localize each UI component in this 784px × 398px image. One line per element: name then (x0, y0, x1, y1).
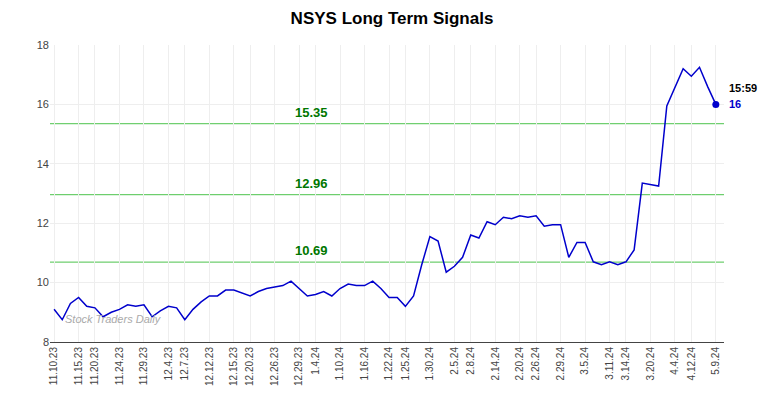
svg-text:2.14.24: 2.14.24 (490, 347, 501, 381)
svg-text:12.20.23: 12.20.23 (244, 347, 255, 386)
svg-text:1.25.24: 1.25.24 (400, 347, 411, 381)
svg-text:Stock Traders Daily: Stock Traders Daily (65, 313, 162, 325)
svg-text:2.29.24: 2.29.24 (555, 347, 566, 381)
svg-text:10: 10 (37, 276, 49, 288)
svg-text:12.26.23: 12.26.23 (269, 347, 280, 386)
svg-text:1.22.24: 1.22.24 (383, 347, 394, 381)
svg-text:12.15.23: 12.15.23 (228, 347, 239, 386)
svg-text:NSYS Long Term Signals: NSYS Long Term Signals (291, 9, 494, 28)
svg-text:12.96: 12.96 (295, 176, 328, 191)
svg-text:11.24.23: 11.24.23 (114, 347, 125, 386)
svg-text:12.12.23: 12.12.23 (204, 347, 215, 386)
svg-text:3.20.24: 3.20.24 (645, 347, 656, 381)
svg-text:2.20.24: 2.20.24 (514, 347, 525, 381)
svg-text:2.5.24: 2.5.24 (449, 347, 460, 375)
svg-text:3.11.24: 3.11.24 (604, 347, 615, 380)
svg-text:3.14.24: 3.14.24 (620, 347, 631, 381)
svg-text:10.69: 10.69 (295, 243, 328, 258)
svg-text:11.15.23: 11.15.23 (73, 347, 84, 386)
svg-text:1.4.24: 1.4.24 (310, 347, 321, 375)
svg-text:15.35: 15.35 (295, 105, 328, 120)
svg-text:4.12.24: 4.12.24 (686, 347, 697, 381)
svg-text:11.10.23: 11.10.23 (48, 347, 59, 386)
svg-text:2.8.24: 2.8.24 (465, 347, 476, 375)
svg-text:1.10.24: 1.10.24 (334, 347, 345, 381)
svg-text:16: 16 (729, 98, 741, 110)
svg-text:12: 12 (37, 217, 49, 229)
svg-text:12.4.23: 12.4.23 (163, 347, 174, 381)
svg-text:15:59: 15:59 (729, 82, 757, 94)
svg-text:16: 16 (37, 98, 49, 110)
svg-text:1.16.24: 1.16.24 (359, 347, 370, 381)
svg-text:3.5.24: 3.5.24 (579, 347, 590, 375)
svg-text:11.20.23: 11.20.23 (89, 347, 100, 386)
svg-text:8: 8 (43, 336, 49, 348)
svg-text:4.4.24: 4.4.24 (669, 347, 680, 375)
svg-text:12.29.23: 12.29.23 (293, 347, 304, 386)
svg-text:11.29.23: 11.29.23 (138, 347, 149, 386)
svg-text:5.9.24: 5.9.24 (710, 347, 721, 375)
svg-text:12.7.23: 12.7.23 (179, 347, 190, 381)
svg-text:18: 18 (37, 39, 49, 51)
svg-text:2.26.24: 2.26.24 (530, 347, 541, 381)
svg-text:1.30.24: 1.30.24 (424, 347, 435, 381)
svg-text:14: 14 (37, 158, 49, 170)
